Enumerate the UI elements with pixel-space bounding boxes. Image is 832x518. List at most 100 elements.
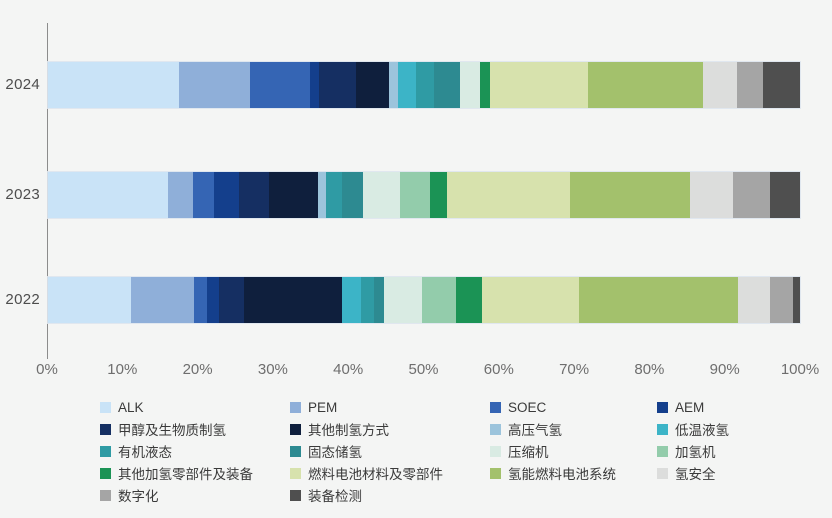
bar-segment: [239, 172, 270, 218]
bar-row-2023: [48, 172, 800, 218]
bar-segment: [480, 62, 491, 108]
bar-segment: [342, 277, 361, 323]
bar-segment: [48, 172, 169, 218]
y-axis-line: [47, 23, 48, 359]
legend-label: 其他制氢方式: [308, 423, 389, 438]
bar-segment: [373, 277, 385, 323]
bar-segment: [446, 172, 571, 218]
bar-segment: [460, 62, 481, 108]
legend-swatch-icon: [290, 445, 301, 457]
legend-item: 氢安全: [657, 463, 807, 483]
legend-label: 其他加氢零部件及装备: [118, 467, 253, 482]
legend-swatch-icon: [490, 401, 501, 413]
x-tick-label: 20%: [182, 361, 213, 378]
legend-item: 有机液态: [100, 441, 290, 461]
legend-label: AEM: [675, 399, 705, 415]
bar-segment: [384, 277, 422, 323]
bar-segment: [193, 172, 215, 218]
x-tick-label: 100%: [780, 361, 820, 378]
bar-segment: [48, 62, 179, 108]
bar-segment: [732, 172, 770, 218]
bar-segment: [400, 172, 430, 218]
bar-segment: [738, 277, 770, 323]
legend-swatch-icon: [290, 489, 301, 501]
bar-segment: [269, 172, 319, 218]
bar-segment: [455, 277, 482, 323]
legend-swatch-icon: [100, 423, 111, 435]
legend-label: 有机液态: [118, 445, 172, 460]
legend-swatch-icon: [290, 401, 301, 413]
bar-segment: [360, 277, 374, 323]
legend-swatch-icon: [657, 423, 668, 435]
legend-swatch-icon: [490, 423, 501, 435]
bar-segment: [219, 277, 245, 323]
year-label-2022: 2022: [5, 291, 40, 308]
x-tick-label: 60%: [483, 361, 514, 378]
legend-label: 高压气氢: [508, 423, 562, 438]
legend-label: 数字化: [118, 489, 159, 504]
legend-swatch-icon: [290, 467, 301, 479]
legend-label: 装备检测: [308, 489, 362, 504]
x-tick-label: 80%: [634, 361, 665, 378]
legend-label: 加氢机: [675, 445, 716, 460]
year-label-2024: 2024: [5, 76, 40, 93]
bar-segment: [318, 172, 326, 218]
bar-segment: [318, 62, 357, 108]
legend-item: 固态储氢: [290, 441, 490, 461]
bar-segment: [249, 62, 310, 108]
legend-swatch-icon: [100, 467, 111, 479]
bar-segment: [481, 277, 579, 323]
bar-segment: [244, 277, 342, 323]
legend-item: 氢能燃料电池系统: [490, 463, 657, 483]
year-label-2023: 2023: [5, 186, 40, 203]
legend-item: 甲醇及生物质制氢: [100, 419, 290, 439]
bar-segment: [490, 62, 588, 108]
x-tick-label: 10%: [107, 361, 138, 378]
bar-segment: [416, 62, 435, 108]
bar-segment: [168, 172, 194, 218]
legend-label: 燃料电池材料及零部件: [308, 467, 443, 482]
legend-label: PEM: [308, 399, 338, 415]
bar-segment: [363, 172, 401, 218]
bar-segment: [206, 277, 220, 323]
bar-segment: [429, 172, 447, 218]
legend-item: 压缩机: [490, 441, 657, 461]
bar-segment: [769, 277, 794, 323]
legend-item: 燃料电池材料及零部件: [290, 463, 490, 483]
bar-segment: [389, 62, 399, 108]
legend-swatch-icon: [490, 445, 501, 457]
bar-segment: [578, 277, 739, 323]
x-tick-label: 50%: [408, 361, 439, 378]
legend-item: PEM: [290, 400, 490, 415]
legend-swatch-icon: [100, 401, 111, 413]
bar-segment: [130, 277, 194, 323]
bar-segment: [214, 172, 240, 218]
bar-segment: [793, 277, 800, 323]
bar-row-2024: [48, 62, 800, 108]
legend-label: 压缩机: [508, 445, 549, 460]
x-tick-label: 0%: [36, 361, 58, 378]
bar-segment: [325, 172, 342, 218]
bar-segment: [702, 62, 738, 108]
legend-swatch-icon: [657, 445, 668, 457]
bar-segment: [763, 62, 800, 108]
legend-label: 氢安全: [675, 467, 716, 482]
legend-label: 氢能燃料电池系统: [508, 467, 616, 482]
bar-segment: [309, 62, 319, 108]
legend-item: 数字化: [100, 485, 290, 505]
legend-item: 加氢机: [657, 441, 807, 461]
legend-swatch-icon: [100, 489, 111, 501]
bar-segment: [769, 172, 800, 218]
legend-label: 固态储氢: [308, 445, 362, 460]
bar-segment: [356, 62, 390, 108]
x-tick-label: 30%: [257, 361, 288, 378]
bar-segment: [193, 277, 207, 323]
bar-segment: [398, 62, 417, 108]
bar-segment: [48, 277, 131, 323]
legend-swatch-icon: [657, 401, 668, 413]
bar-segment: [434, 62, 461, 108]
legend-label: SOEC: [508, 399, 547, 415]
legend-item: ALK: [100, 400, 290, 415]
x-tick-label: 90%: [709, 361, 740, 378]
